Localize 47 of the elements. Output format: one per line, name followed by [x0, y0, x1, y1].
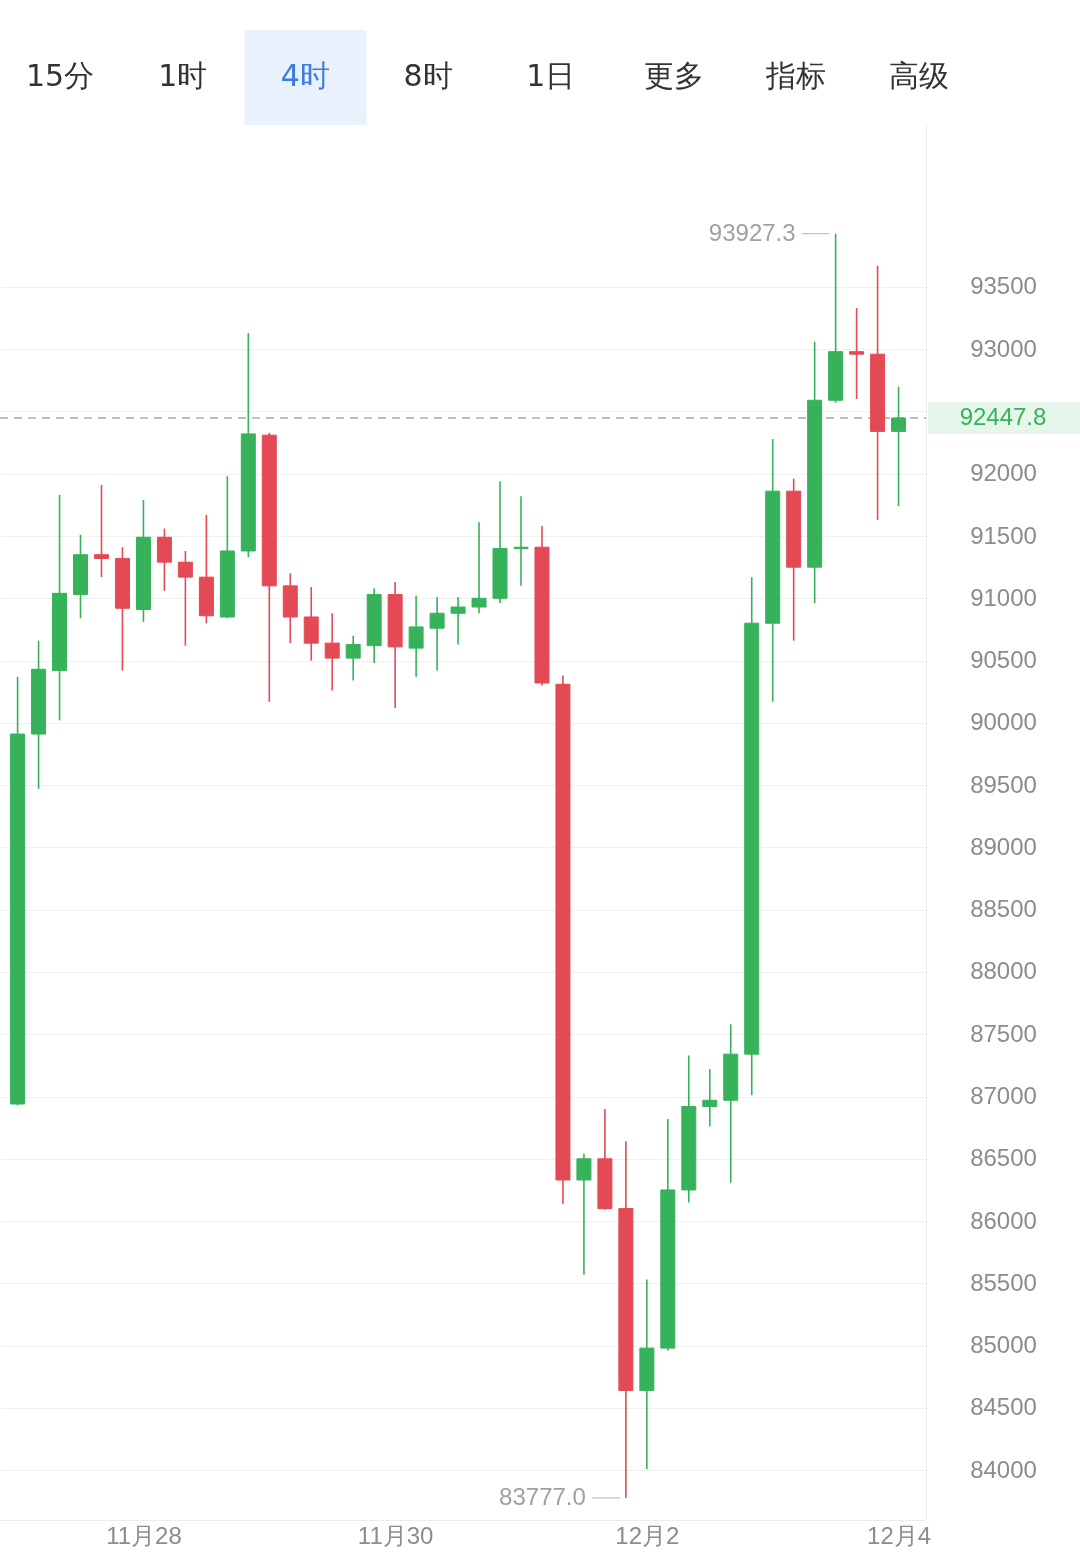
text: 高级	[888, 58, 949, 93]
candlestick	[576, 1153, 592, 1276]
y-tick-label: 88000	[970, 957, 1037, 985]
candlestick	[513, 495, 529, 587]
candlestick	[471, 521, 487, 615]
candlestick	[93, 484, 109, 578]
y-tick-label: 93000	[970, 334, 1037, 362]
text: 15分	[25, 58, 95, 93]
y-tick-label: 92000	[970, 459, 1037, 487]
candlestick	[324, 612, 340, 692]
y-tick-label: 91000	[970, 583, 1037, 611]
y-tick-label: 90000	[970, 708, 1037, 736]
annotation: 83777.0	[499, 1482, 586, 1510]
y-tick-label: 85000	[970, 1331, 1037, 1359]
y-tick-label: 93500	[970, 272, 1037, 300]
candlestick	[177, 550, 193, 647]
y-tick-label: 86000	[970, 1206, 1037, 1234]
y-tick-label: 87000	[970, 1082, 1037, 1110]
y-tick-label: 84000	[970, 1455, 1037, 1483]
x-tick-label: 12月4	[867, 1521, 932, 1549]
candlestick	[429, 596, 445, 672]
candlestick	[450, 596, 466, 646]
x-tick-label: 11月28	[106, 1521, 182, 1549]
text: 更多	[643, 58, 704, 93]
y-tick-label: 89500	[970, 770, 1037, 798]
ref-line-label: 92447.8	[959, 402, 1047, 430]
y-tick-label: 91500	[970, 521, 1037, 549]
candlestick	[702, 1068, 718, 1128]
y-tick-label: 90500	[970, 646, 1037, 674]
x-tick-label: 11月30	[357, 1521, 434, 1549]
candlestick	[408, 595, 424, 678]
y-tick-label: 85500	[970, 1268, 1037, 1296]
candlestick	[345, 634, 361, 682]
candlestick	[849, 307, 865, 400]
text: 8时	[403, 58, 453, 93]
y-tick-label: 89000	[970, 832, 1037, 860]
candlestick	[891, 385, 907, 507]
text: 4时	[280, 58, 330, 93]
y-tick-label: 86500	[970, 1144, 1037, 1172]
text: 1时	[158, 58, 208, 93]
text: 指标	[765, 58, 827, 93]
y-tick-label: 88500	[970, 895, 1037, 923]
y-tick-label: 84500	[970, 1393, 1037, 1421]
x-tick-label: 12月2	[615, 1521, 680, 1549]
text: 1日	[526, 58, 576, 93]
annotation: 93927.3	[708, 218, 796, 246]
y-tick-label: 87500	[970, 1019, 1037, 1047]
